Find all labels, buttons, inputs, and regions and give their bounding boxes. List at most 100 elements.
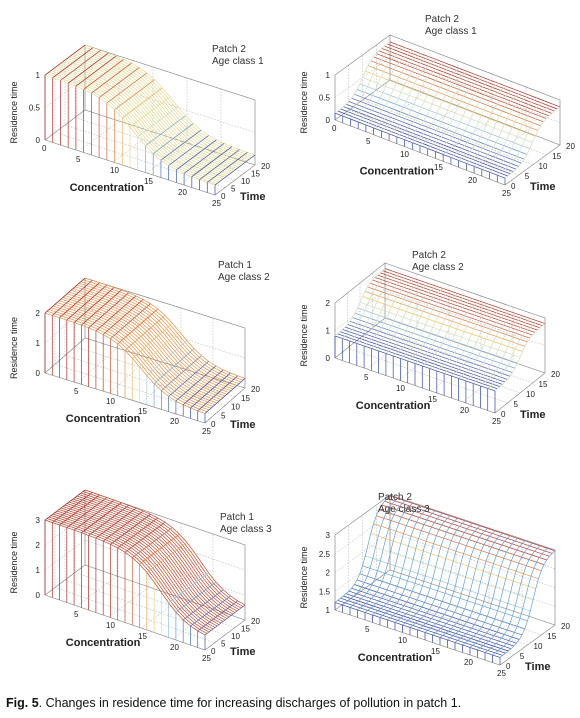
mesh-line-concentration xyxy=(168,135,209,166)
mesh-line-concentration xyxy=(59,282,100,318)
mesh-line-concentration xyxy=(176,139,217,171)
z-tick-label: 2 xyxy=(326,299,331,308)
y-tick-label: 0 xyxy=(211,420,216,429)
y-tick-label: 0 xyxy=(211,647,216,656)
z-tick-label: 2.5 xyxy=(319,550,331,559)
mesh-line-concentration xyxy=(190,595,231,627)
surface-mesh xyxy=(334,495,556,665)
chart-panel-5: 5 10 15 20 25 0 5 10 15 20 0 1 2 3 Concentration Time Re… xyxy=(0,460,290,685)
mesh-line-concentration xyxy=(419,74,476,146)
mesh-line-concentration xyxy=(204,378,246,414)
x-tick-label: 15 xyxy=(144,177,153,186)
x-tick-label: 20 xyxy=(178,188,187,197)
y-tick-label: 20 xyxy=(566,142,575,151)
panel-title-line: Age class 3 xyxy=(378,504,430,515)
y-tick-label: 15 xyxy=(241,394,250,403)
y-tick-label: 15 xyxy=(547,632,556,641)
mesh-line-concentration xyxy=(402,518,458,626)
mesh-line-concentration xyxy=(494,323,546,392)
mesh-line-concentration xyxy=(392,288,444,357)
mesh-line-concentration xyxy=(129,96,171,128)
mesh-line-concentration xyxy=(396,65,453,138)
mesh-line-concentration xyxy=(458,88,514,161)
mesh-line-concentration xyxy=(489,100,545,173)
z-tick-label: 0 xyxy=(36,591,41,600)
mesh-line-concentration xyxy=(350,47,406,120)
x-axis-label: Concentration xyxy=(356,400,431,412)
surface-mesh xyxy=(334,41,561,185)
mesh-line-concentration xyxy=(436,303,488,372)
mesh-line-concentration xyxy=(409,520,466,628)
mesh-line-concentration xyxy=(88,505,129,536)
mesh-line-time xyxy=(44,519,206,636)
panel-title-line: Patch 1 xyxy=(218,260,252,271)
x-tick-label: 5 xyxy=(365,625,370,634)
mesh-line-concentration xyxy=(465,313,517,382)
x-axis-label: Concentration xyxy=(66,637,141,649)
mesh-line-concentration xyxy=(66,497,108,528)
x-tick-label: 10 xyxy=(400,150,409,159)
mesh-line-concentration xyxy=(52,47,93,79)
mesh-line-concentration xyxy=(357,503,413,611)
z-axis-label: Residence time xyxy=(9,81,19,143)
y-tick-label: 0 xyxy=(501,410,506,419)
z-tick-label: 2 xyxy=(36,541,41,550)
surface-mesh xyxy=(44,489,246,650)
mesh-line-concentration xyxy=(66,284,108,321)
panel-title-line: Age class 1 xyxy=(425,26,477,37)
mesh-line-time xyxy=(334,602,501,658)
mesh-line-concentration xyxy=(466,91,522,164)
mesh-line-concentration xyxy=(356,275,408,344)
y-tick-label: 10 xyxy=(241,177,250,186)
mesh-line-concentration xyxy=(372,508,428,616)
x-tick-label: 25 xyxy=(492,417,501,426)
mesh-line-concentration xyxy=(95,507,137,539)
y-tick-label: 5 xyxy=(514,400,519,409)
mesh-line-concentration xyxy=(152,123,194,154)
z-tick-label: 3 xyxy=(326,531,331,540)
mesh-line-concentration xyxy=(447,533,503,641)
mesh-line-concentration xyxy=(60,50,101,81)
mesh-line-concentration xyxy=(214,154,256,186)
mesh-line-concentration xyxy=(439,530,496,638)
x-tick-label: 10 xyxy=(106,397,115,406)
mesh-line-concentration xyxy=(394,515,451,623)
mesh-line-concentration xyxy=(365,53,422,126)
z-tick-label: 3 xyxy=(36,516,41,525)
x-axis-label: Concentration xyxy=(70,182,145,194)
x-tick-label: 20 xyxy=(170,643,179,652)
mesh-line-concentration xyxy=(190,372,231,409)
mesh-line-concentration xyxy=(414,295,466,364)
mesh-line-concentration xyxy=(492,548,548,656)
y-tick-label: 20 xyxy=(251,617,260,626)
z-tick-label: 0 xyxy=(326,354,331,363)
x-tick-label: 15 xyxy=(431,647,440,656)
mesh-line-concentration xyxy=(52,280,93,316)
y-tick-label: 15 xyxy=(251,170,260,179)
mesh-line-concentration xyxy=(161,355,202,391)
z-tick-label: 1 xyxy=(326,71,331,80)
y-tick-label: 10 xyxy=(539,162,548,171)
mesh-line-concentration xyxy=(477,543,533,651)
mesh-line-concentration xyxy=(146,340,188,376)
panel-title-line: Age class 2 xyxy=(412,262,464,273)
mesh-line-concentration xyxy=(385,285,437,354)
chart-svg-2: 05101520250510152000.51ConcentrationTime… xyxy=(299,14,575,198)
mesh-line-concentration xyxy=(44,489,86,521)
mesh-line-concentration xyxy=(114,79,155,110)
mesh-line-concentration xyxy=(110,514,151,545)
z-axis-label: Residence time xyxy=(299,304,309,366)
y-tick-label: 0 xyxy=(221,192,226,201)
x-tick-label: 5 xyxy=(74,387,79,396)
mesh-line-concentration xyxy=(484,545,541,653)
mesh-line-concentration xyxy=(469,540,526,648)
z-tick-label: 0 xyxy=(326,116,331,125)
mesh-line-concentration xyxy=(91,62,132,94)
mesh-line-concentration xyxy=(472,315,524,384)
x-axis-label: Concentration xyxy=(66,413,141,425)
panel-title-line: Patch 2 xyxy=(412,250,446,261)
chart-svg-1: 05101520250510152000.51ConcentrationTime… xyxy=(9,44,270,208)
mesh-line-concentration xyxy=(462,538,518,646)
